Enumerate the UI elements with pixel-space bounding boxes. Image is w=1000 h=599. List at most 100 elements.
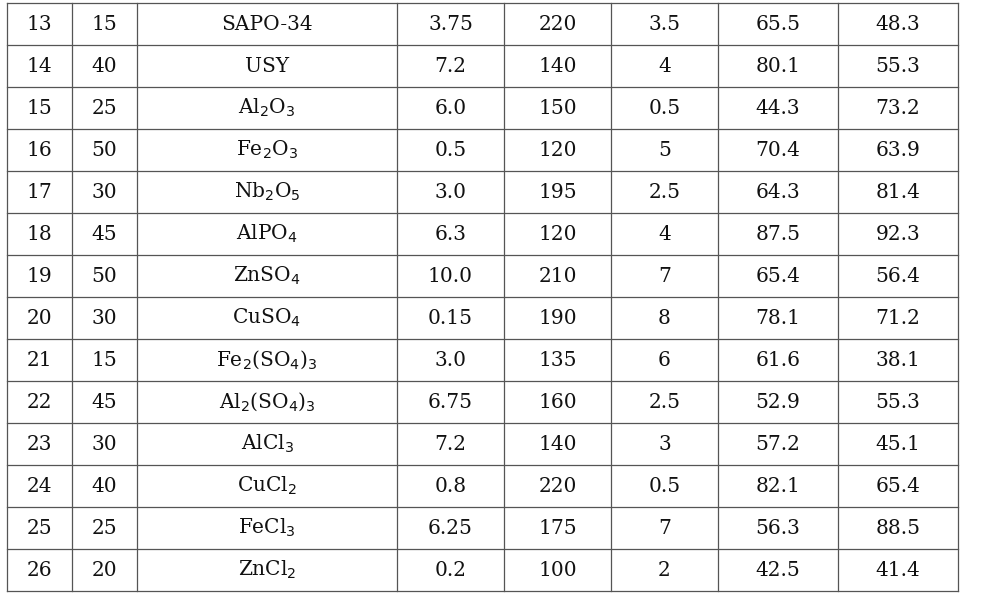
Text: 20: 20 bbox=[92, 561, 117, 579]
Text: 3: 3 bbox=[658, 434, 671, 453]
Text: 57.2: 57.2 bbox=[756, 434, 800, 453]
Text: 0.5: 0.5 bbox=[648, 476, 681, 495]
Text: 40: 40 bbox=[92, 476, 117, 495]
Text: AlPO$_4$: AlPO$_4$ bbox=[236, 223, 298, 245]
Text: 6: 6 bbox=[658, 350, 671, 370]
Text: 64.3: 64.3 bbox=[756, 183, 800, 201]
Text: 4: 4 bbox=[658, 56, 671, 75]
Text: 45.1: 45.1 bbox=[876, 434, 920, 453]
Text: 220: 220 bbox=[538, 476, 577, 495]
Text: 45: 45 bbox=[92, 392, 117, 412]
Text: 65.5: 65.5 bbox=[756, 14, 800, 34]
Text: 30: 30 bbox=[92, 183, 117, 201]
Text: 42.5: 42.5 bbox=[756, 561, 800, 579]
Text: ZnCl$_2$: ZnCl$_2$ bbox=[238, 559, 296, 581]
Text: 160: 160 bbox=[538, 392, 577, 412]
Text: 120: 120 bbox=[538, 141, 577, 159]
Text: 25: 25 bbox=[27, 519, 52, 537]
Text: 7: 7 bbox=[658, 519, 671, 537]
Text: 41.4: 41.4 bbox=[876, 561, 920, 579]
Text: 150: 150 bbox=[538, 98, 577, 117]
Text: Al$_2$O$_3$: Al$_2$O$_3$ bbox=[238, 97, 296, 119]
Text: 210: 210 bbox=[538, 267, 577, 286]
Text: 175: 175 bbox=[538, 519, 577, 537]
Text: 50: 50 bbox=[92, 141, 117, 159]
Text: 21: 21 bbox=[27, 350, 52, 370]
Text: 3.0: 3.0 bbox=[434, 183, 466, 201]
Text: 40: 40 bbox=[92, 56, 117, 75]
Text: 81.4: 81.4 bbox=[876, 183, 920, 201]
Text: 10.0: 10.0 bbox=[428, 267, 473, 286]
Text: 6.3: 6.3 bbox=[434, 225, 466, 244]
Text: 55.3: 55.3 bbox=[876, 392, 920, 412]
Text: 30: 30 bbox=[92, 308, 117, 328]
Text: 135: 135 bbox=[538, 350, 577, 370]
Text: 25: 25 bbox=[92, 519, 117, 537]
Text: 24: 24 bbox=[27, 476, 52, 495]
Text: 6.0: 6.0 bbox=[434, 98, 467, 117]
Text: 63.9: 63.9 bbox=[876, 141, 920, 159]
Text: 15: 15 bbox=[27, 98, 52, 117]
Text: 56.4: 56.4 bbox=[876, 267, 920, 286]
Text: 13: 13 bbox=[27, 14, 52, 34]
Text: 16: 16 bbox=[27, 141, 52, 159]
Text: 70.4: 70.4 bbox=[756, 141, 800, 159]
Text: 50: 50 bbox=[92, 267, 117, 286]
Text: 7.2: 7.2 bbox=[434, 56, 466, 75]
Text: 190: 190 bbox=[538, 308, 577, 328]
Text: 61.6: 61.6 bbox=[756, 350, 800, 370]
Text: 6.75: 6.75 bbox=[428, 392, 473, 412]
Text: 48.3: 48.3 bbox=[876, 14, 920, 34]
Text: 78.1: 78.1 bbox=[756, 308, 800, 328]
Text: 19: 19 bbox=[27, 267, 52, 286]
Text: 18: 18 bbox=[27, 225, 52, 244]
Text: 14: 14 bbox=[27, 56, 52, 75]
Text: 22: 22 bbox=[27, 392, 52, 412]
Text: 7.2: 7.2 bbox=[434, 434, 466, 453]
Text: 6.25: 6.25 bbox=[428, 519, 473, 537]
Text: 2.5: 2.5 bbox=[648, 183, 680, 201]
Text: Al$_2$(SO$_4$)$_3$: Al$_2$(SO$_4$)$_3$ bbox=[219, 391, 315, 413]
Text: 7: 7 bbox=[658, 267, 671, 286]
Text: 140: 140 bbox=[538, 434, 577, 453]
Text: 73.2: 73.2 bbox=[876, 98, 920, 117]
Text: Fe$_2$O$_3$: Fe$_2$O$_3$ bbox=[236, 139, 298, 161]
Text: 20: 20 bbox=[27, 308, 52, 328]
Text: 195: 195 bbox=[538, 183, 577, 201]
Text: 8: 8 bbox=[658, 308, 671, 328]
Text: CuCl$_2$: CuCl$_2$ bbox=[237, 475, 297, 497]
Text: SAPO-34: SAPO-34 bbox=[221, 14, 313, 34]
Text: USY: USY bbox=[245, 56, 289, 75]
Text: 120: 120 bbox=[538, 225, 577, 244]
Text: 3.75: 3.75 bbox=[428, 14, 473, 34]
Text: 0.5: 0.5 bbox=[648, 98, 681, 117]
Text: 88.5: 88.5 bbox=[876, 519, 920, 537]
Text: 87.5: 87.5 bbox=[756, 225, 800, 244]
Text: Nb$_2$O$_5$: Nb$_2$O$_5$ bbox=[234, 181, 300, 203]
Text: 52.9: 52.9 bbox=[756, 392, 800, 412]
Text: Fe$_2$(SO$_4$)$_3$: Fe$_2$(SO$_4$)$_3$ bbox=[216, 349, 318, 371]
Text: CuSO$_4$: CuSO$_4$ bbox=[232, 307, 302, 329]
Text: AlCl$_3$: AlCl$_3$ bbox=[241, 433, 293, 455]
Text: 0.5: 0.5 bbox=[434, 141, 467, 159]
Text: 65.4: 65.4 bbox=[756, 267, 800, 286]
Text: ZnSO$_4$: ZnSO$_4$ bbox=[233, 265, 301, 287]
Text: 15: 15 bbox=[92, 14, 117, 34]
Text: 17: 17 bbox=[27, 183, 52, 201]
Text: 220: 220 bbox=[538, 14, 577, 34]
Text: 2.5: 2.5 bbox=[648, 392, 680, 412]
Text: 3.0: 3.0 bbox=[434, 350, 466, 370]
Text: 38.1: 38.1 bbox=[876, 350, 920, 370]
Text: 55.3: 55.3 bbox=[876, 56, 920, 75]
Text: 5: 5 bbox=[658, 141, 671, 159]
Text: 25: 25 bbox=[92, 98, 117, 117]
Text: 45: 45 bbox=[92, 225, 117, 244]
Text: 15: 15 bbox=[92, 350, 117, 370]
Text: 80.1: 80.1 bbox=[756, 56, 800, 75]
Text: 44.3: 44.3 bbox=[756, 98, 800, 117]
Text: 23: 23 bbox=[27, 434, 52, 453]
Text: 92.3: 92.3 bbox=[876, 225, 920, 244]
Text: 0.8: 0.8 bbox=[434, 476, 467, 495]
Text: 2: 2 bbox=[658, 561, 671, 579]
Text: 56.3: 56.3 bbox=[756, 519, 800, 537]
